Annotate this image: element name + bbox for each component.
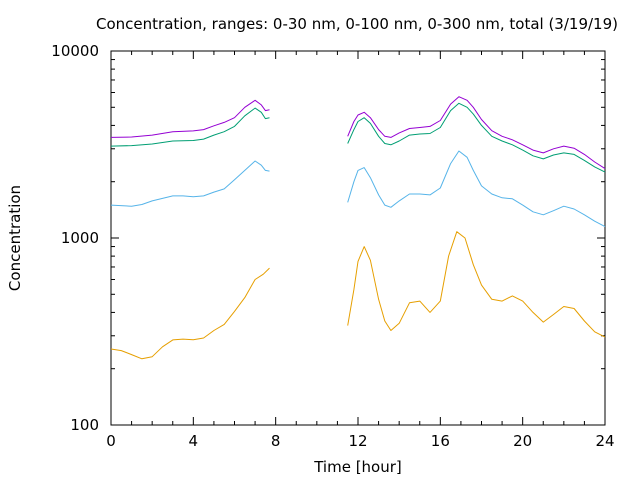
x-axis-label: Time [hour]: [313, 458, 402, 476]
series-line-4: [110, 99, 270, 138]
series-line-3: [110, 107, 270, 147]
y-tick-label: 10000: [51, 42, 99, 60]
series-line-1: [347, 231, 606, 338]
series-line-2: [347, 150, 606, 228]
data-series: [110, 96, 606, 360]
plot-frame: [110, 50, 606, 426]
chart-title: Concentration, ranges: 0-30 nm, 0-100 nm…: [96, 15, 618, 33]
x-tick-label: 0: [106, 432, 116, 450]
y-axis-label: Concentration: [6, 185, 24, 291]
x-tick-label: 8: [271, 432, 281, 450]
y-tick-label: 1000: [61, 229, 99, 247]
series-line-1: [110, 267, 270, 360]
axis-ticks: 0 4 8 12 16 20 24 100 1000 10000: [51, 42, 614, 450]
series-line-2: [110, 160, 270, 207]
x-tick-label: 24: [595, 432, 614, 450]
x-tick-label: 12: [348, 432, 367, 450]
series-line-3: [347, 102, 606, 173]
y-tick-label: 100: [70, 416, 99, 434]
series-line-4: [347, 96, 606, 170]
x-tick-label: 16: [431, 432, 450, 450]
x-tick-label: 20: [513, 432, 532, 450]
x-tick-label: 4: [189, 432, 199, 450]
